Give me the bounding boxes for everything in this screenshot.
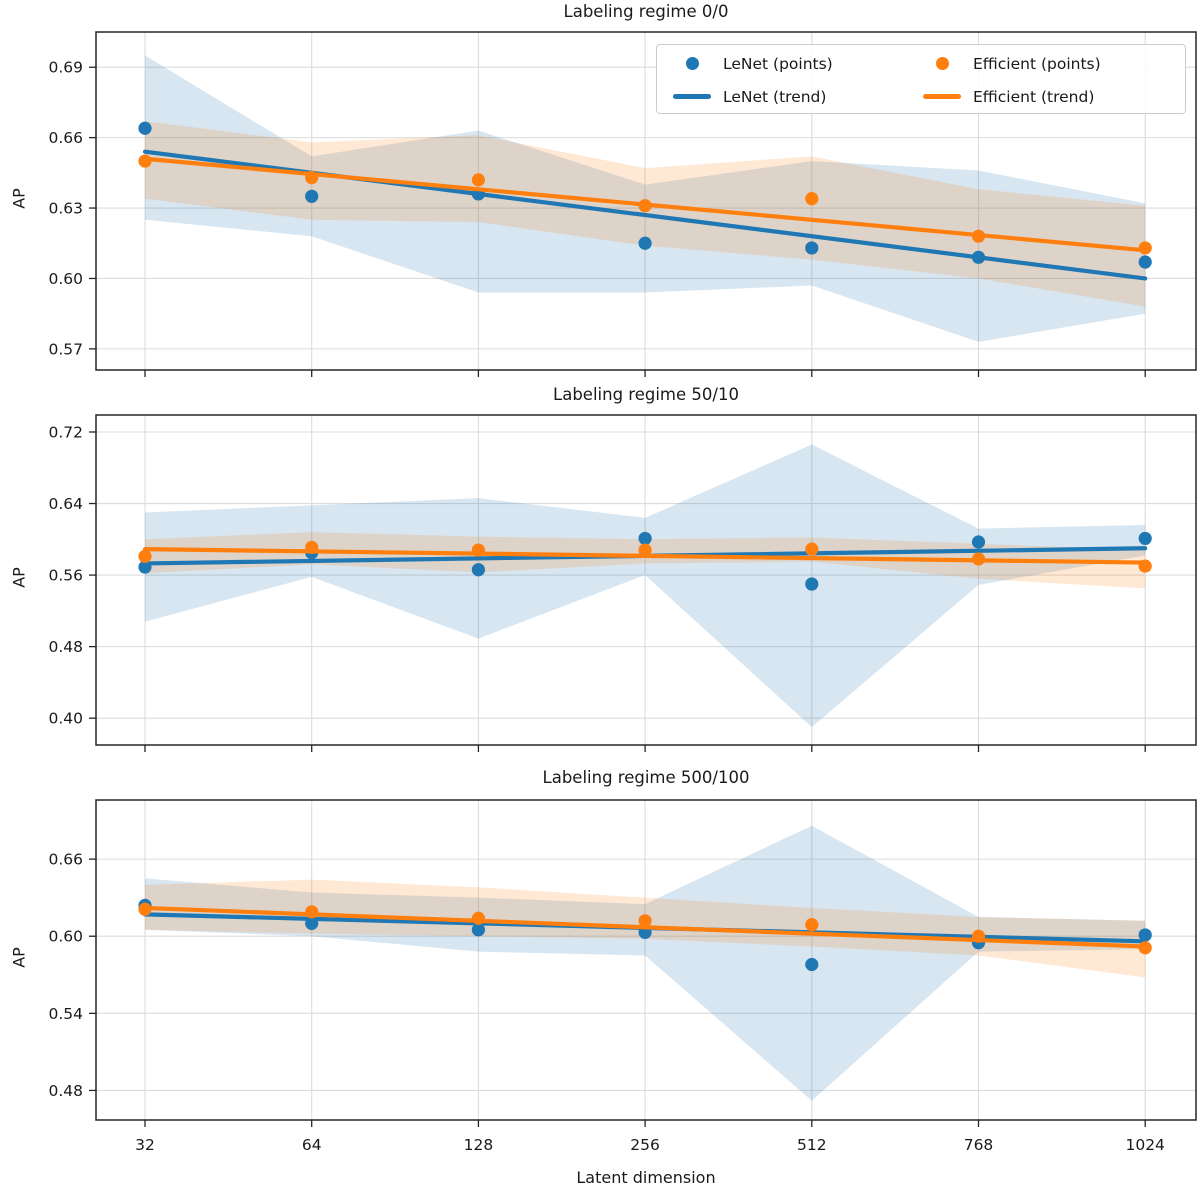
data-point xyxy=(971,535,986,549)
svg-text:0.57: 0.57 xyxy=(48,340,83,358)
data-point xyxy=(305,916,319,930)
tick-marks xyxy=(89,66,1146,377)
data-point xyxy=(471,543,485,557)
grid-lines xyxy=(96,415,1196,745)
svg-text:0.60: 0.60 xyxy=(48,270,83,288)
points-series xyxy=(138,902,1152,955)
data-point xyxy=(1138,559,1152,573)
data-point xyxy=(971,929,986,943)
legend-label: Efficient (points) xyxy=(973,54,1101,73)
efficient-points-marker-icon xyxy=(935,57,949,70)
data-point xyxy=(1138,928,1152,942)
subplot-3-canvas: 0.48 0.54 0.60 0.66 32 64 128 256 512 768 1024 xyxy=(48,799,1197,1154)
data-point xyxy=(1138,941,1152,955)
data-point xyxy=(138,121,152,135)
data-point xyxy=(305,189,319,203)
data-point xyxy=(305,170,319,185)
svg-text:128: 128 xyxy=(464,1136,494,1154)
data-point xyxy=(471,911,485,925)
subplot-1-title: Labeling regime 0/0 xyxy=(563,2,729,21)
legend: LeNet (points) Efficient (points) LeNet … xyxy=(656,44,1186,114)
svg-text:0.54: 0.54 xyxy=(48,1005,83,1023)
legend-item-efficient-trend: Efficient (trend) xyxy=(911,88,1175,106)
svg-text:0.69: 0.69 xyxy=(48,59,83,77)
lenet-trend-marker-icon xyxy=(673,94,711,99)
svg-text:0.60: 0.60 xyxy=(48,928,83,946)
data-point xyxy=(805,542,819,556)
svg-text:0.48: 0.48 xyxy=(48,638,83,656)
data-point xyxy=(638,914,652,928)
data-point xyxy=(1138,255,1152,269)
axis-frame xyxy=(95,31,1197,371)
lenet-points-marker-icon xyxy=(685,57,699,70)
svg-text:64: 64 xyxy=(302,1136,322,1154)
legend-label: LeNet (points) xyxy=(723,54,833,73)
data-point xyxy=(471,923,485,937)
y-tick-labels: 0.57 0.60 0.63 0.66 0.69 xyxy=(48,59,83,359)
y-tick-labels: 0.48 0.54 0.60 0.66 xyxy=(48,851,83,1100)
data-point xyxy=(971,552,986,566)
svg-text:0.48: 0.48 xyxy=(48,1082,83,1100)
data-point xyxy=(638,199,652,213)
data-point xyxy=(638,531,652,546)
data-point xyxy=(805,241,819,255)
y-tick-labels: 0.40 0.48 0.56 0.64 0.72 xyxy=(48,423,83,727)
legend-item-lenet-points: LeNet (points) xyxy=(661,55,911,73)
points-series xyxy=(138,154,1152,255)
data-point xyxy=(971,250,986,264)
data-point xyxy=(138,154,152,168)
confidence-band xyxy=(145,532,1146,589)
subplot-2-canvas: 0.40 0.48 0.56 0.64 0.72 xyxy=(48,414,1197,752)
data-point xyxy=(805,192,819,206)
data-point xyxy=(971,229,986,243)
svg-text:0.64: 0.64 xyxy=(48,495,83,513)
data-point xyxy=(138,902,152,916)
svg-text:0.66: 0.66 xyxy=(48,851,83,869)
svg-text:512: 512 xyxy=(797,1136,827,1154)
data-point xyxy=(1138,531,1152,546)
legend-item-efficient-points: Efficient (points) xyxy=(911,55,1175,73)
data-point xyxy=(638,236,652,250)
axis-frame xyxy=(95,414,1197,746)
data-point xyxy=(471,173,485,187)
subplot-2-title: Labeling regime 50/10 xyxy=(553,385,739,404)
data-point xyxy=(305,905,319,919)
data-point xyxy=(805,918,819,932)
legend-item-lenet-trend: LeNet (trend) xyxy=(661,88,911,106)
svg-text:1024: 1024 xyxy=(1125,1136,1164,1154)
tick-marks xyxy=(89,858,1146,1127)
confidence-band xyxy=(145,55,1146,342)
svg-text:0.63: 0.63 xyxy=(48,200,83,218)
svg-text:256: 256 xyxy=(630,1136,660,1154)
confidence-band xyxy=(145,444,1146,728)
subplot-3-title: Labeling regime 500/100 xyxy=(542,768,750,787)
svg-text:32: 32 xyxy=(135,1136,155,1154)
legend-label: Efficient (trend) xyxy=(973,87,1095,106)
efficient-trend-marker-icon xyxy=(923,94,961,99)
data-point xyxy=(305,540,319,554)
x-tick-labels: 32 64 128 256 512 768 1024 xyxy=(135,1136,1165,1154)
subplot-1-canvas: 0.57 0.60 0.63 0.66 0.69 xyxy=(48,31,1197,377)
svg-text:0.72: 0.72 xyxy=(48,423,83,441)
data-point xyxy=(805,577,819,591)
svg-text:768: 768 xyxy=(964,1136,994,1154)
tick-marks xyxy=(89,431,1146,752)
data-point xyxy=(471,563,485,577)
data-point xyxy=(138,549,152,563)
x-axis-label: Latent dimension xyxy=(576,1168,716,1187)
data-point xyxy=(805,957,819,972)
data-point xyxy=(638,543,652,557)
legend-label: LeNet (trend) xyxy=(723,87,827,106)
points-series xyxy=(138,531,1152,591)
svg-text:0.66: 0.66 xyxy=(48,129,83,147)
svg-text:0.56: 0.56 xyxy=(48,567,83,585)
data-point xyxy=(138,560,152,574)
svg-text:0.40: 0.40 xyxy=(48,710,83,728)
axis-frame xyxy=(95,799,1197,1121)
data-point xyxy=(1138,241,1152,255)
points-series xyxy=(138,540,1152,573)
confidence-band xyxy=(145,825,1146,1101)
